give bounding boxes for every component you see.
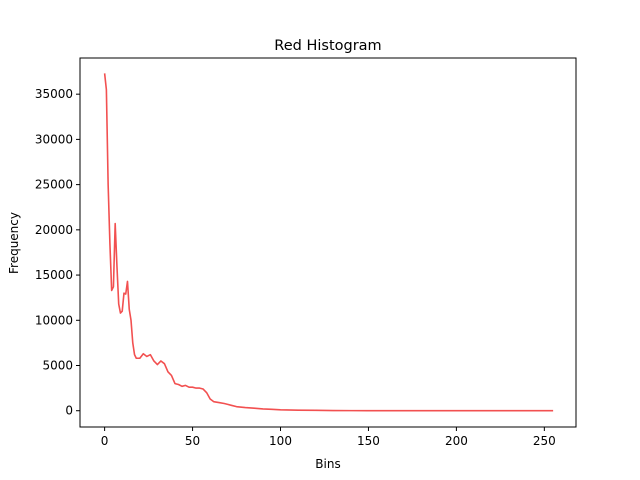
y-tick-label: 25000: [35, 178, 73, 192]
y-tick-label: 35000: [35, 87, 73, 101]
y-tick-label: 0: [65, 404, 73, 418]
chart-title: Red Histogram: [274, 38, 381, 54]
y-tick-label: 15000: [35, 268, 73, 282]
y-axis-ticks: 0 5000 10000 15000 20000 25000 30000 35000: [35, 87, 80, 418]
x-tick-label: 100: [269, 434, 292, 448]
x-tick-label: 0: [101, 434, 109, 448]
y-axis-label: Frequency: [7, 212, 21, 274]
x-tick-label: 150: [357, 434, 380, 448]
series-line-0: [103, 73, 554, 412]
x-tick-label: 250: [533, 434, 556, 448]
y-tick-label: 20000: [35, 223, 73, 237]
x-tick-label: 200: [445, 434, 468, 448]
plot-area: [103, 73, 554, 412]
x-axis-label: Bins: [315, 457, 340, 471]
y-tick-label: 5000: [42, 359, 73, 373]
x-tick-label: 50: [185, 434, 200, 448]
axes-frame: [79, 57, 577, 428]
y-tick-label: 30000: [35, 132, 73, 146]
x-axis-ticks: 0 50 100 150 200 250: [101, 427, 556, 448]
y-tick-label: 10000: [35, 313, 73, 327]
